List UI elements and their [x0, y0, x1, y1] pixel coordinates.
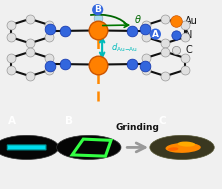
- Text: Au: Au: [185, 16, 198, 26]
- Text: Grinding: Grinding: [116, 123, 160, 132]
- Text: A: A: [152, 30, 159, 39]
- Point: [164, 17, 167, 20]
- Point: [144, 23, 148, 26]
- Point: [164, 75, 167, 78]
- Point: [48, 27, 52, 30]
- Text: C: C: [185, 45, 192, 55]
- Text: $\theta$: $\theta$: [134, 13, 142, 26]
- Point: [64, 29, 67, 33]
- Point: [144, 36, 148, 39]
- Ellipse shape: [168, 147, 178, 151]
- Point: [96, 29, 99, 32]
- Circle shape: [150, 135, 214, 160]
- Point: [28, 42, 32, 45]
- Point: [9, 56, 12, 59]
- Circle shape: [0, 135, 59, 160]
- Point: [144, 56, 148, 59]
- Point: [130, 29, 133, 33]
- Point: [144, 69, 148, 72]
- FancyBboxPatch shape: [7, 145, 46, 150]
- Text: B: B: [94, 5, 101, 14]
- Point: [164, 42, 167, 45]
- Point: [48, 23, 51, 26]
- Point: [48, 69, 51, 72]
- Point: [164, 50, 167, 53]
- Point: [48, 56, 51, 59]
- Point: [175, 19, 178, 22]
- Text: B: B: [65, 116, 73, 126]
- Point: [183, 69, 186, 72]
- Point: [183, 36, 186, 39]
- Ellipse shape: [178, 142, 195, 147]
- Text: C: C: [159, 116, 166, 126]
- Point: [64, 62, 67, 65]
- Point: [175, 48, 178, 51]
- Point: [48, 36, 51, 39]
- Point: [28, 50, 32, 53]
- Point: [144, 27, 147, 30]
- Point: [183, 56, 186, 59]
- Text: $d_{\rm Au\mathregular{-}Au}$: $d_{\rm Au\mathregular{-}Au}$: [111, 41, 138, 54]
- Point: [175, 34, 178, 37]
- Point: [9, 23, 12, 26]
- Point: [144, 65, 147, 68]
- Point: [130, 62, 133, 65]
- Point: [9, 36, 12, 39]
- Point: [28, 75, 32, 78]
- Point: [96, 63, 99, 66]
- Text: A: A: [8, 116, 16, 126]
- Point: [28, 17, 32, 20]
- Ellipse shape: [166, 143, 201, 153]
- Point: [183, 23, 186, 26]
- Text: N: N: [185, 30, 193, 40]
- Point: [96, 17, 99, 20]
- Circle shape: [57, 135, 121, 160]
- Point: [48, 65, 52, 68]
- Point: [9, 69, 12, 72]
